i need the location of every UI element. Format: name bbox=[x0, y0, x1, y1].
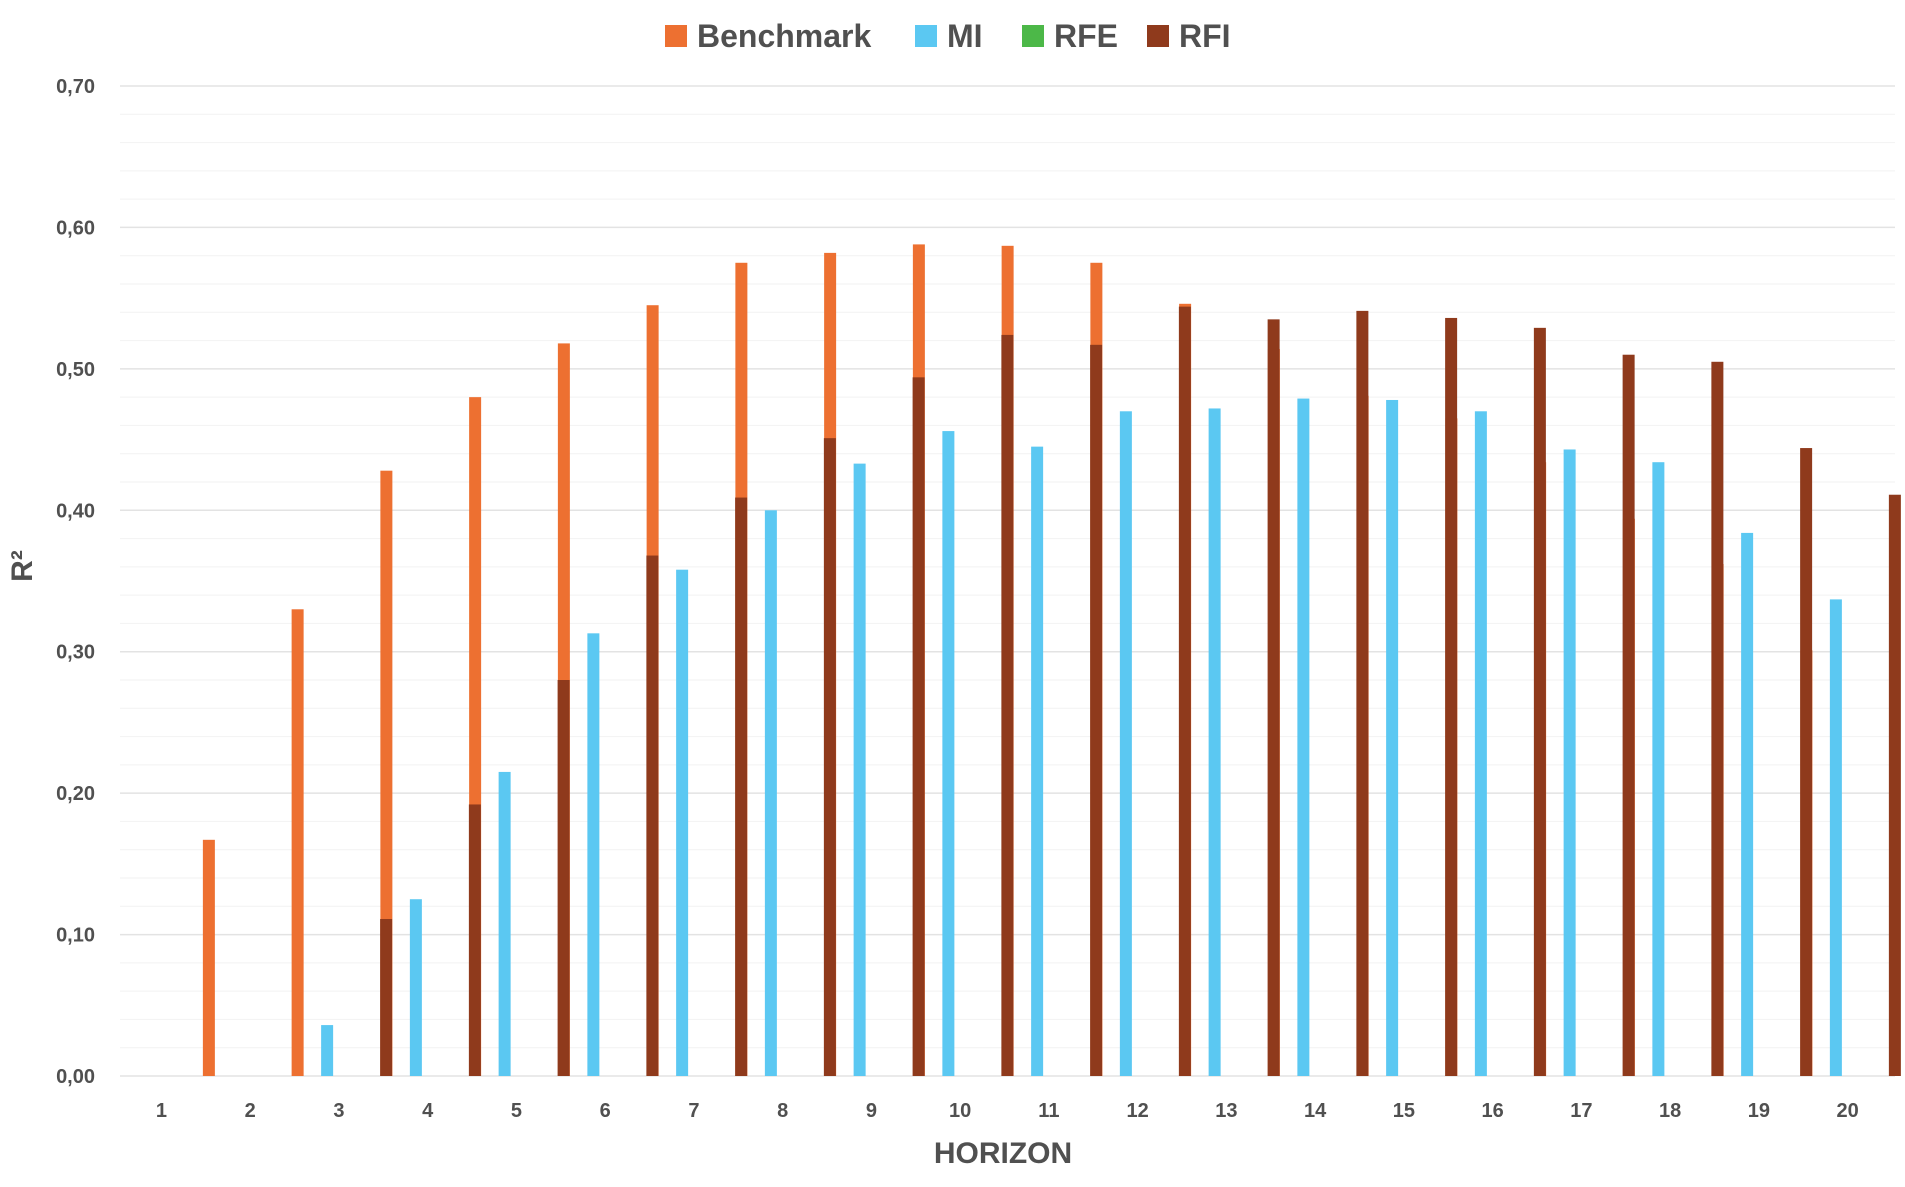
bar-mi-5 bbox=[498, 771, 511, 1076]
x-tick-label: 1 bbox=[156, 1100, 167, 1122]
y-tick-label: 0,60 bbox=[56, 217, 95, 239]
y-axis-ticks: 0,00 0,10 0,20 0,30 0,40 0,50 0,60 0,70 bbox=[56, 76, 95, 1088]
bar-mi-15 bbox=[1386, 399, 1399, 1076]
y-tick-label: 0,70 bbox=[56, 76, 95, 98]
bar-rfi-7 bbox=[735, 497, 748, 1076]
x-tick-label: 15 bbox=[1393, 1100, 1415, 1122]
y-tick-label: 0,50 bbox=[56, 359, 95, 381]
x-tick-label: 20 bbox=[1837, 1100, 1859, 1122]
bar-mi-6 bbox=[587, 633, 600, 1076]
x-tick-label: 16 bbox=[1482, 1100, 1504, 1122]
y-tick-label: 0,30 bbox=[56, 642, 95, 664]
bar-mi-11 bbox=[1031, 446, 1044, 1077]
y-tick-label: 0,00 bbox=[56, 1066, 95, 1088]
bar-mi-19 bbox=[1741, 532, 1754, 1076]
x-tick-label: 11 bbox=[1038, 1100, 1059, 1122]
x-axis-ticks: 1 2 3 4 5 6 7 8 9 10 11 12 13 14 15 16 17 18 19 20 bbox=[156, 1100, 1859, 1122]
x-tick-label: 7 bbox=[688, 1100, 699, 1122]
bar-mi-17 bbox=[1563, 449, 1576, 1076]
x-tick-label: 6 bbox=[600, 1100, 611, 1122]
y-tick-label: 0,10 bbox=[56, 925, 95, 947]
y-tick-label: 0,20 bbox=[56, 783, 95, 805]
x-tick-label: 12 bbox=[1127, 1100, 1149, 1122]
bar-mi-18 bbox=[1652, 462, 1665, 1076]
bar-mi-16 bbox=[1474, 411, 1487, 1076]
y-axis-title: R² bbox=[6, 550, 39, 582]
bar-mi-12 bbox=[1119, 411, 1132, 1076]
x-tick-label: 19 bbox=[1748, 1100, 1770, 1122]
legend-swatch bbox=[1147, 25, 1169, 47]
bar-benchmark-3 bbox=[291, 609, 304, 1076]
bar-rfi-4 bbox=[468, 804, 481, 1076]
bar-mi-20 bbox=[1829, 599, 1842, 1076]
legend-label: MI bbox=[947, 18, 983, 54]
y-tick-label: 0,40 bbox=[56, 500, 95, 522]
x-tick-label: 17 bbox=[1570, 1100, 1592, 1122]
bar-benchmark-2 bbox=[202, 839, 215, 1076]
bar-rfi-9 bbox=[912, 377, 925, 1076]
x-tick-label: 4 bbox=[422, 1100, 434, 1122]
bar-rfi-16 bbox=[1533, 327, 1546, 1076]
bar-rfi-12 bbox=[1178, 306, 1191, 1077]
bar-rfi-14 bbox=[1356, 310, 1369, 1076]
x-tick-label: 13 bbox=[1215, 1100, 1237, 1122]
x-tick-label: 2 bbox=[245, 1100, 256, 1122]
bar-mi-4 bbox=[409, 899, 422, 1076]
bar-rfi-5 bbox=[557, 680, 570, 1076]
bar-mi-10 bbox=[942, 431, 955, 1077]
legend-item-rfi: RFI bbox=[1147, 18, 1231, 54]
bar-rfi-18 bbox=[1711, 361, 1724, 1076]
bar-rfi-8 bbox=[823, 438, 836, 1077]
bar-mi-7 bbox=[676, 569, 689, 1076]
legend-item-benchmark: Benchmark bbox=[665, 18, 872, 54]
bar-mi-9 bbox=[853, 463, 866, 1077]
legend-swatch bbox=[915, 25, 937, 47]
x-tick-label: 8 bbox=[777, 1100, 788, 1122]
legend: Benchmark MI RFE RFI bbox=[665, 18, 1231, 54]
x-tick-label: 9 bbox=[866, 1100, 877, 1122]
bar-mi-13 bbox=[1208, 408, 1221, 1076]
x-tick-label: 5 bbox=[511, 1100, 522, 1122]
bar-rfi-10 bbox=[1001, 334, 1014, 1076]
bar-rfi-17 bbox=[1622, 354, 1635, 1076]
bar-rfi-20 bbox=[1888, 494, 1901, 1076]
x-tick-label: 18 bbox=[1659, 1100, 1681, 1122]
legend-swatch bbox=[1022, 25, 1044, 47]
x-tick-label: 3 bbox=[333, 1100, 344, 1122]
x-tick-label: 10 bbox=[949, 1100, 971, 1122]
bar-rfi-3 bbox=[380, 919, 393, 1076]
bar-rfi-6 bbox=[646, 555, 659, 1076]
legend-swatch bbox=[665, 25, 687, 47]
bar-mi-14 bbox=[1297, 398, 1310, 1076]
bar-rfi-11 bbox=[1090, 344, 1103, 1076]
bar-rfi-15 bbox=[1445, 317, 1458, 1076]
bar-mi-8 bbox=[764, 510, 777, 1076]
legend-label: RFE bbox=[1054, 18, 1118, 54]
bar-rfi-13 bbox=[1267, 319, 1280, 1076]
legend-label: Benchmark bbox=[697, 18, 872, 54]
bar-rfi-19 bbox=[1800, 448, 1813, 1076]
legend-label: RFI bbox=[1179, 18, 1231, 54]
legend-item-mi: MI bbox=[915, 18, 983, 54]
x-tick-label: 14 bbox=[1304, 1100, 1327, 1122]
x-axis-title: HORIZON bbox=[934, 1137, 1072, 1170]
bars bbox=[202, 244, 1901, 1077]
legend-item-rfe: RFE bbox=[1022, 18, 1118, 54]
bar-mi-3 bbox=[321, 1025, 334, 1076]
